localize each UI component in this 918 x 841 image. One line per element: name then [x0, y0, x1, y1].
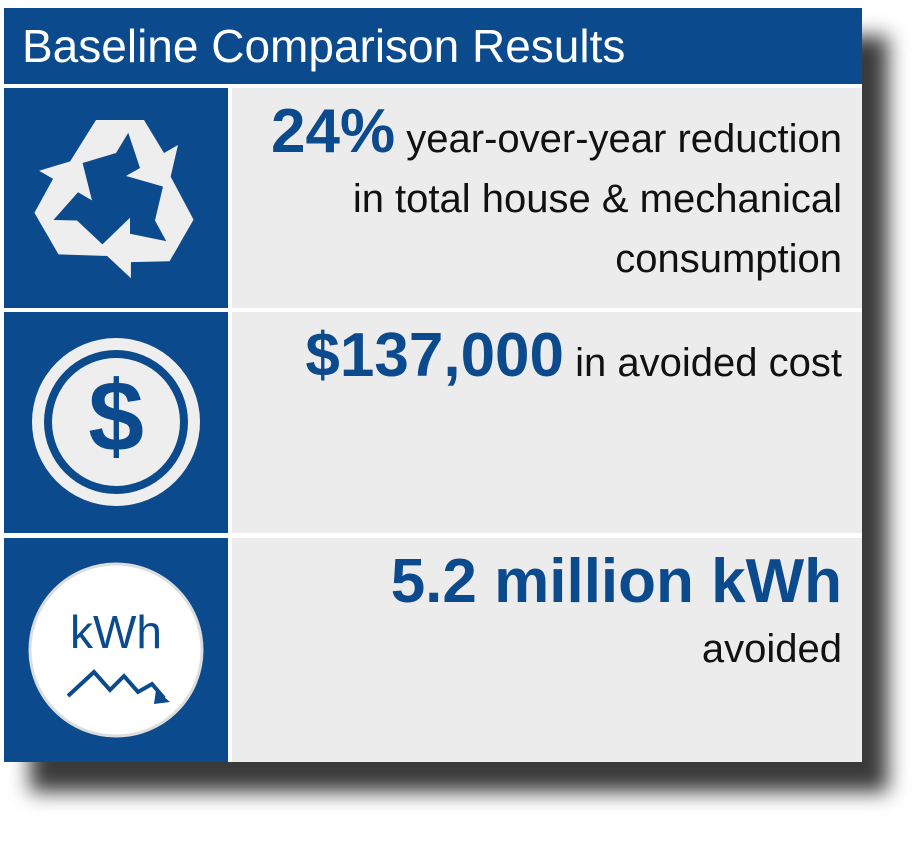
- kwh-icon: kWh: [28, 562, 204, 738]
- recycle-icon-panel: [4, 88, 228, 308]
- icon-label: kWh: [70, 606, 162, 658]
- row-text: 5.2 million kWh avoided: [242, 551, 842, 679]
- highlight: 24%: [271, 97, 396, 166]
- dollar-icon-panel: $: [4, 312, 228, 533]
- description: in avoided cost: [575, 341, 842, 385]
- description: avoided: [701, 627, 842, 671]
- row-text: 24% year-over-year reduction in total ho…: [242, 101, 842, 289]
- icon-label: $: [88, 360, 144, 472]
- description: year-over-year reduction in total house …: [352, 117, 842, 281]
- highlight: 5.2 million kWh: [390, 547, 842, 616]
- row-panel: $137,000 in avoided cost: [232, 312, 862, 533]
- title: Baseline Comparison Results: [4, 8, 862, 84]
- kwh-icon-panel: kWh: [4, 538, 228, 762]
- recycle-icon: [34, 120, 194, 279]
- row-panel: 24% year-over-year reduction in total ho…: [232, 88, 862, 308]
- row-text: $137,000 in avoided cost: [242, 325, 842, 393]
- row-panel: 5.2 million kWh avoided: [232, 538, 862, 762]
- dollar-icon: $: [32, 338, 200, 506]
- card: Baseline Comparison Results 24% year-ove…: [4, 8, 862, 762]
- highlight: $137,000: [305, 321, 565, 390]
